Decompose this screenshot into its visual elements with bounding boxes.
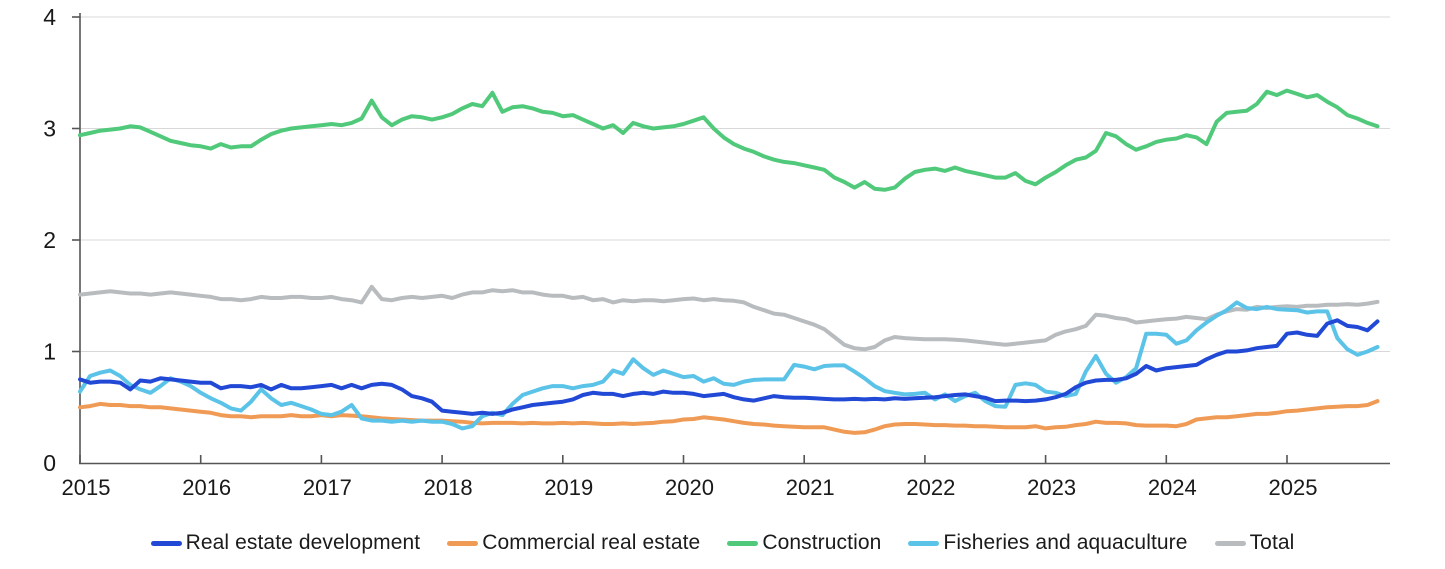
legend-label: Total: [1249, 531, 1295, 554]
legend-swatch-construction: [727, 540, 759, 546]
y-tick-label: 2: [43, 227, 56, 253]
y-tick-label: 4: [43, 4, 56, 30]
x-tick-label: 2018: [424, 475, 473, 500]
x-tick-label: 2024: [1148, 475, 1197, 500]
x-tick-label: 2015: [62, 475, 111, 500]
legend-label: Real estate development: [185, 531, 421, 554]
legend-swatch-fisheries-and-aquaculture: [908, 540, 940, 546]
x-tick-label: 2016: [182, 475, 231, 500]
legend-item-fisheries-and-aquaculture: Fisheries and aquaculture: [908, 531, 1187, 555]
series-line-fisheries-and-aquaculture: [78, 300, 1380, 431]
x-tick-label: 2025: [1269, 475, 1318, 500]
legend-label: Commercial real estate: [482, 531, 701, 554]
legend-item-commercial-real-estate: Commercial real estate: [447, 531, 700, 555]
x-tick-label: 2023: [1027, 475, 1076, 500]
y-tick-label: 0: [43, 450, 56, 476]
legend-swatch-commercial-real-estate: [447, 540, 479, 546]
x-tick-label: 2017: [303, 475, 352, 500]
legend-swatch-total: [1214, 540, 1246, 546]
series-line-commercial-real-estate: [78, 399, 1380, 435]
x-tick-label: 2022: [906, 475, 955, 500]
x-tick-label: 2021: [786, 475, 835, 500]
chart-legend: Real estate development Commercial real …: [0, 527, 1445, 559]
legend-label: Construction: [762, 531, 882, 554]
x-tick-label: 2020: [665, 475, 714, 500]
y-tick-label: 1: [43, 339, 56, 365]
legend-item-construction: Construction: [727, 531, 881, 555]
legend-item-real-estate-development: Real estate development: [150, 531, 421, 555]
series-line-construction: [78, 88, 1380, 192]
y-tick-label: 3: [43, 116, 56, 142]
series-line-total: [78, 284, 1380, 352]
legend-label: Fisheries and aquaculture: [943, 531, 1188, 554]
legend-item-total: Total: [1214, 531, 1295, 555]
series-line-real-estate-development: [78, 318, 1380, 416]
legend-swatch-real-estate-development: [150, 540, 182, 546]
x-tick-label: 2019: [544, 475, 593, 500]
